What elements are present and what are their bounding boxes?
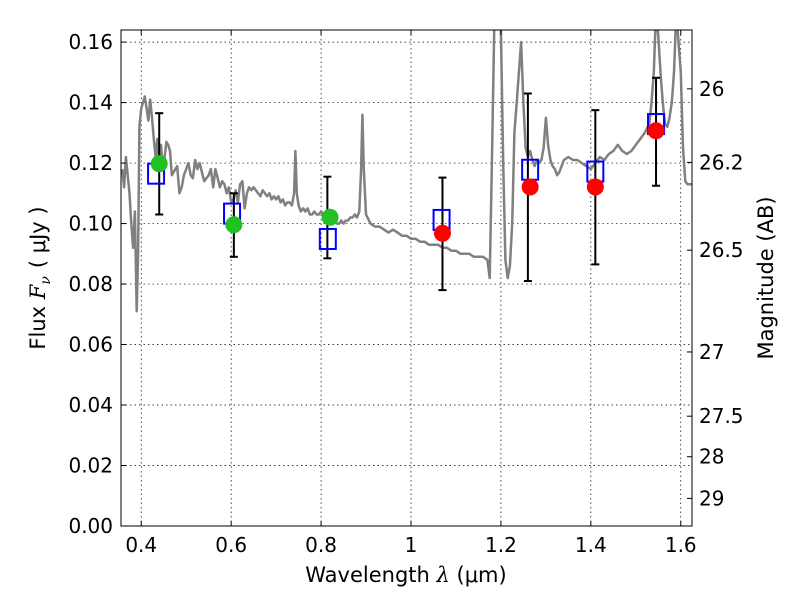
y-tick-label: 0.16 xyxy=(68,30,113,54)
y2-axis-label: Magnitude (AB) xyxy=(754,196,778,359)
y-tick-label: 0.02 xyxy=(68,454,113,478)
y-axis-label: Flux Fν( μJy ) xyxy=(26,206,54,349)
y2-tick-label: 27.5 xyxy=(699,404,744,428)
y-tick-label: 0.12 xyxy=(68,151,113,175)
observed-flux-point xyxy=(321,208,339,226)
x-tick-label: 0.6 xyxy=(215,533,247,557)
y2-tick-label: 26.2 xyxy=(699,150,744,174)
x-tick-label: 0.8 xyxy=(305,533,337,557)
plot-area xyxy=(121,30,692,313)
observed-flux-point xyxy=(647,122,665,140)
y2-tick-label: 29 xyxy=(699,486,724,510)
y-tick-label: 0.08 xyxy=(68,272,113,296)
x-tick-label: 0.4 xyxy=(125,533,157,557)
y-tick-label: 0.06 xyxy=(68,333,113,357)
x-tick-label: 1.6 xyxy=(665,533,697,557)
model-band-square xyxy=(318,227,337,250)
y-tick-label: 0.04 xyxy=(68,393,113,417)
x-axis-label: Wavelength λ (μm) xyxy=(305,563,506,587)
grid xyxy=(121,30,692,527)
y2-tick-label: 27 xyxy=(699,340,724,364)
y2-tick-label: 26 xyxy=(699,77,724,101)
model-spectrum-line xyxy=(121,30,692,313)
y-tick-label: 0.14 xyxy=(68,91,113,115)
observed-flux-point xyxy=(433,224,451,242)
observed-flux-point xyxy=(150,155,168,173)
x-tick-label: 1.4 xyxy=(575,533,607,557)
y2-tick-label: 28 xyxy=(699,445,724,469)
y2-tick-label: 26.5 xyxy=(699,238,744,262)
plot-frame xyxy=(120,29,693,527)
axis-ticks: 0.4 0.6 0.8 1 1.2 1.4 1.6 0.00 0.02 0.04 0.06 0.08 0… xyxy=(68,30,744,557)
observed-flux-point xyxy=(225,216,243,234)
x-tick-label: 1 xyxy=(405,533,418,557)
observed-flux-point xyxy=(521,178,539,196)
y-tick-label: 0.00 xyxy=(68,514,113,538)
x-tick-label: 1.2 xyxy=(485,533,517,557)
y-tick-label: 0.10 xyxy=(68,212,113,236)
observed-flux-point xyxy=(586,178,604,196)
